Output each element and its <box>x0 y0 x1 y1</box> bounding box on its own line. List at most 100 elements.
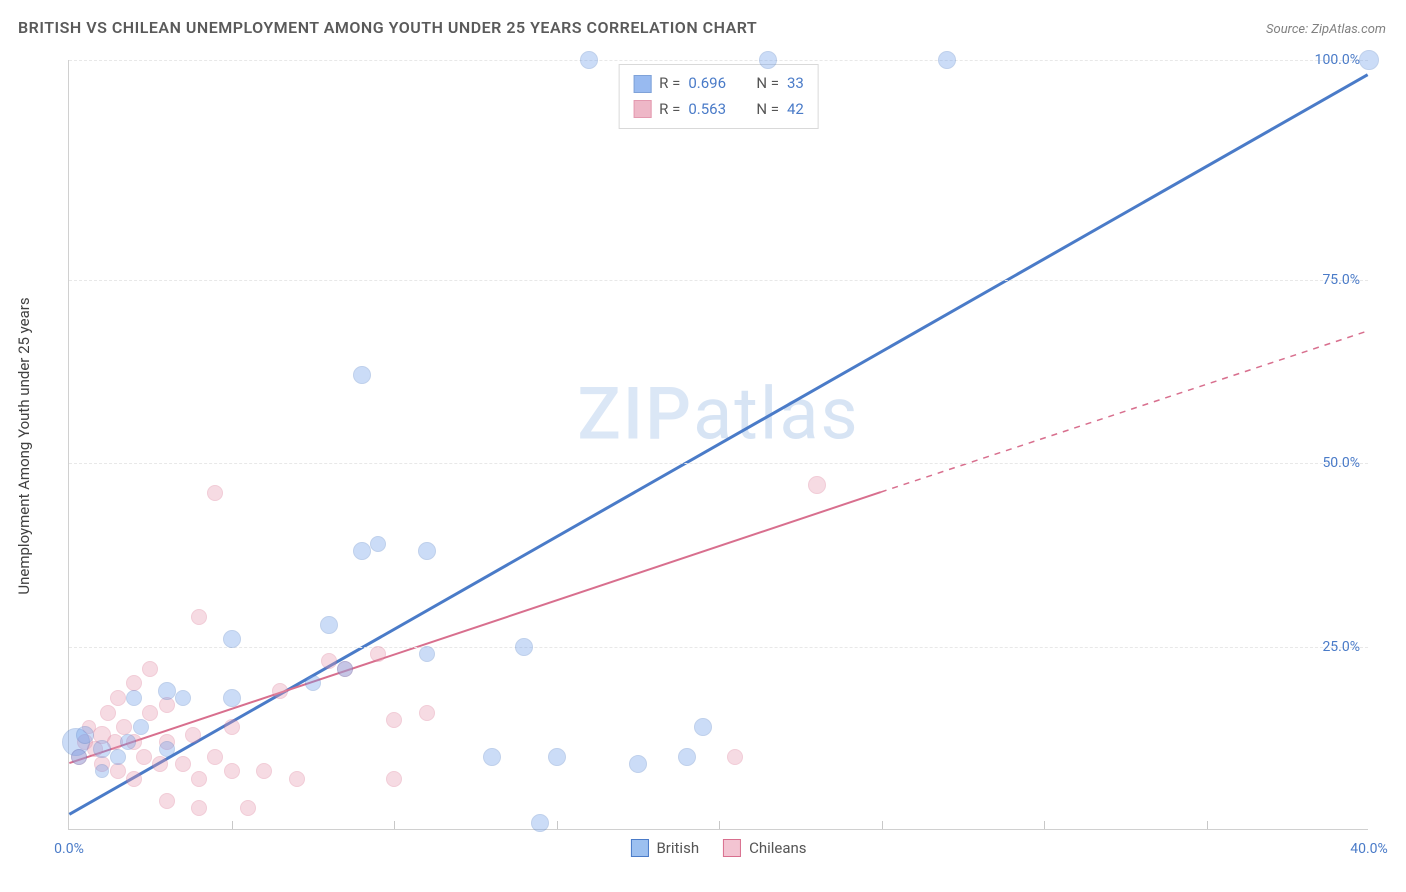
scatter-point-chileans <box>175 756 191 772</box>
y-tick-label: 25.0% <box>1322 639 1360 655</box>
scatter-point-british <box>223 630 241 648</box>
scatter-point-british <box>126 690 142 706</box>
x-minor-tick <box>232 821 233 829</box>
scatter-point-chileans <box>142 705 158 721</box>
scatter-point-british <box>223 689 241 707</box>
x-minor-tick <box>1207 821 1208 829</box>
scatter-point-chileans <box>142 661 158 677</box>
scatter-point-british <box>629 755 647 773</box>
scatter-point-british <box>95 764 109 778</box>
scatter-point-chileans <box>272 683 288 699</box>
scatter-point-chileans <box>240 800 256 816</box>
scatter-point-chileans <box>116 719 132 735</box>
legend-swatch-chileans <box>633 100 651 118</box>
scatter-point-chileans <box>159 793 175 809</box>
scatter-point-chileans <box>126 675 142 691</box>
scatter-point-chileans <box>224 719 240 735</box>
r-label: R = <box>659 97 680 123</box>
scatter-point-british <box>93 740 111 758</box>
scatter-point-chileans <box>100 705 116 721</box>
scatter-point-chileans <box>321 653 337 669</box>
scatter-point-british <box>320 616 338 634</box>
y-tick-label: 75.0% <box>1322 272 1360 288</box>
scatter-point-british <box>370 536 386 552</box>
scatter-point-british <box>694 718 712 736</box>
scatter-point-british <box>353 366 371 384</box>
scatter-point-chileans <box>386 771 402 787</box>
scatter-point-chileans <box>152 756 168 772</box>
scatter-point-british <box>175 690 191 706</box>
scatter-point-chileans <box>207 485 223 501</box>
scatter-point-chileans <box>191 771 207 787</box>
scatter-point-british <box>515 638 533 656</box>
scatter-point-british <box>71 749 87 765</box>
scatter-point-chileans <box>191 609 207 625</box>
scatter-point-chileans <box>224 763 240 779</box>
r-label: R = <box>659 71 680 97</box>
scatter-point-chileans <box>419 705 435 721</box>
scatter-point-chileans <box>185 727 201 743</box>
scatter-point-british <box>133 719 149 735</box>
scatter-point-british <box>1359 50 1379 70</box>
x-minor-tick <box>719 821 720 829</box>
scatter-point-chileans <box>159 697 175 713</box>
y-tick-label: 50.0% <box>1322 455 1360 471</box>
legend-row-chileans: R = 0.563 N = 42 <box>633 97 804 123</box>
x-minor-tick <box>882 821 883 829</box>
trend-line <box>69 492 880 763</box>
gridline-h <box>69 647 1368 648</box>
scatter-point-chileans <box>289 771 305 787</box>
plot-area: ZIPatlas R = 0.696 N = 33 R = 0.563 N = … <box>68 60 1368 830</box>
scatter-point-british <box>337 661 353 677</box>
legend-swatch <box>630 839 648 857</box>
legend-series: British Chileans <box>630 839 806 857</box>
scatter-point-british <box>419 646 435 662</box>
scatter-point-british <box>76 726 94 744</box>
scatter-point-chileans <box>191 800 207 816</box>
scatter-point-chileans <box>727 749 743 765</box>
x-tick-label: 40.0% <box>1350 841 1388 857</box>
legend-label: Chileans <box>749 839 806 857</box>
scatter-point-british <box>580 51 598 69</box>
legend-item: British <box>630 839 699 857</box>
scatter-point-british <box>353 542 371 560</box>
trend-line <box>69 75 1367 815</box>
source-label: Source: ZipAtlas.com <box>1266 22 1386 37</box>
trend-line <box>881 331 1368 492</box>
r-value-chileans: 0.563 <box>688 97 738 123</box>
legend-label: British <box>656 839 699 857</box>
scatter-point-british <box>759 51 777 69</box>
r-value-british: 0.696 <box>688 71 738 97</box>
y-axis-label: Unemployment Among Youth under 25 years <box>15 297 33 594</box>
scatter-point-chileans <box>808 476 826 494</box>
scatter-point-chileans <box>110 763 126 779</box>
n-value-chileans: 42 <box>787 97 804 123</box>
legend-item: Chileans <box>723 839 806 857</box>
scatter-point-british <box>531 814 549 832</box>
y-tick-label: 100.0% <box>1315 52 1360 68</box>
scatter-point-british <box>120 734 136 750</box>
x-tick-label: 0.0% <box>54 841 84 857</box>
legend-row-british: R = 0.696 N = 33 <box>633 71 804 97</box>
scatter-point-british <box>678 748 696 766</box>
chart-container: BRITISH VS CHILEAN UNEMPLOYMENT AMONG YO… <box>0 0 1406 892</box>
legend-swatch <box>723 839 741 857</box>
n-label: N = <box>756 97 779 123</box>
scatter-point-chileans <box>370 646 386 662</box>
scatter-point-chileans <box>256 763 272 779</box>
scatter-point-chileans <box>136 749 152 765</box>
scatter-point-chileans <box>386 712 402 728</box>
scatter-point-british <box>305 675 321 691</box>
gridline-h <box>69 280 1368 281</box>
scatter-point-british <box>110 749 126 765</box>
scatter-point-chileans <box>110 690 126 706</box>
legend-correlation: R = 0.696 N = 33 R = 0.563 N = 42 <box>618 64 819 129</box>
gridline-h <box>69 60 1368 61</box>
scatter-point-british <box>483 748 501 766</box>
n-value-british: 33 <box>787 71 804 97</box>
n-label: N = <box>756 71 779 97</box>
x-minor-tick <box>557 821 558 829</box>
x-minor-tick <box>1044 821 1045 829</box>
scatter-point-british <box>548 748 566 766</box>
scatter-point-chileans <box>207 749 223 765</box>
